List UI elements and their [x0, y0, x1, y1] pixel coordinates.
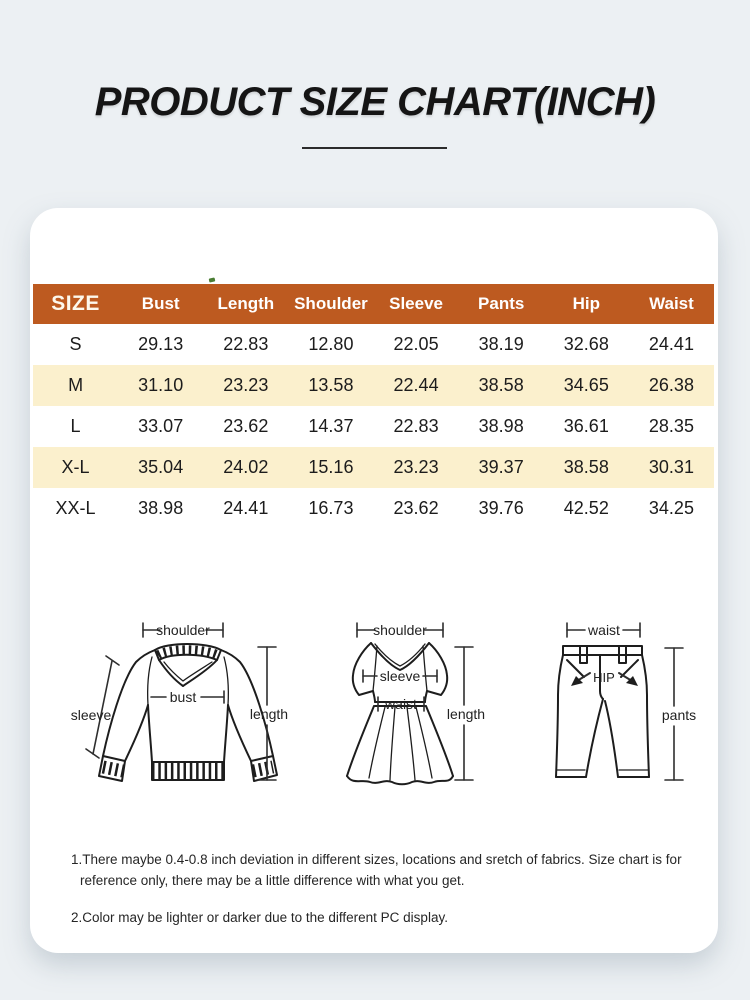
value-cell: 22.83 [393, 416, 439, 436]
pants-hip-label: HIP [593, 670, 615, 685]
value-cell: 31.10 [138, 375, 184, 395]
table-row-xl: X-L 35.04 24.02 15.16 23.23 39.37 38.58 … [33, 447, 714, 488]
table-row-s: S 29.13 22.83 12.80 22.05 38.19 32.68 24… [33, 324, 714, 365]
pants-figure: HIP waist pants [555, 622, 696, 781]
column-header-hip: Hip [572, 294, 600, 313]
size-cell: L [70, 416, 81, 436]
value-cell: 26.38 [648, 375, 694, 395]
pants-waist-label: waist [587, 622, 620, 638]
column-header-pants: Pants [478, 294, 525, 313]
value-cell: 38.58 [478, 375, 524, 395]
value-cell: 23.23 [393, 457, 439, 477]
table-row-m: M 31.10 23.23 13.58 22.44 38.58 34.65 26… [33, 365, 714, 406]
size-table: SIZE Bust Length Shoulder Sleeve Pants H… [33, 284, 714, 529]
sweater-length-label: length [250, 706, 288, 722]
value-cell: 24.41 [648, 334, 694, 354]
sweater-sleeve-label: sleeve [71, 707, 112, 723]
value-cell: 39.76 [478, 498, 524, 518]
note-color: 2.Color may be lighter or darker due to … [71, 909, 448, 925]
pants-length-label: pants [662, 707, 696, 723]
green-speck-artifact [208, 277, 216, 283]
dress-waist-label: waist [384, 696, 417, 712]
value-cell: 42.52 [563, 498, 609, 518]
column-header-bust: Bust [141, 294, 180, 313]
value-cell: 34.65 [563, 375, 609, 395]
column-header-shoulder: Shoulder [294, 294, 368, 313]
value-cell: 23.62 [393, 498, 439, 518]
size-chart-card: SIZE Bust Length Shoulder Sleeve Pants H… [30, 208, 718, 953]
size-cell: X-L [61, 457, 90, 477]
value-cell: 23.23 [223, 375, 269, 395]
value-cell: 36.61 [563, 416, 609, 436]
value-cell: 14.37 [308, 416, 354, 436]
value-cell: 16.73 [308, 498, 354, 518]
sweater-shoulder-label: shoulder [156, 622, 210, 638]
dress-shoulder-label: shoulder [373, 622, 427, 638]
value-cell: 24.41 [223, 498, 269, 518]
column-header-size: SIZE [51, 292, 100, 315]
value-cell: 33.07 [138, 416, 184, 436]
sweater-bust-label: bust [170, 689, 197, 705]
value-cell: 28.35 [648, 416, 694, 436]
size-table-header-row: SIZE Bust Length Shoulder Sleeve Pants H… [33, 284, 714, 324]
value-cell: 38.98 [478, 416, 524, 436]
value-cell: 34.25 [648, 498, 694, 518]
note-deviation: 1.There maybe 0.4-0.8 inch deviation in … [71, 851, 682, 888]
value-cell: 12.80 [308, 334, 354, 354]
sweater-figure: shoulder sleeve bust length [71, 622, 288, 782]
table-row-xxl: XX-L 38.98 24.41 16.73 23.62 39.76 42.52… [33, 488, 714, 529]
value-cell: 35.04 [138, 457, 184, 477]
dress-figure: shoulder sleeve waist length [346, 622, 485, 786]
value-cell: 22.44 [393, 375, 439, 395]
table-row-l: L 33.07 23.62 14.37 22.83 38.98 36.61 28… [33, 406, 714, 447]
value-cell: 30.31 [648, 457, 694, 477]
value-cell: 29.13 [138, 334, 184, 354]
value-cell: 39.37 [478, 457, 524, 477]
value-cell: 32.68 [563, 334, 609, 354]
dress-length-label: length [447, 706, 485, 722]
page-title: PRODUCT SIZE CHART(INCH) [94, 80, 656, 124]
dress-sleeve-label: sleeve [380, 668, 421, 684]
value-cell: 38.58 [563, 457, 609, 477]
size-table-body: S 29.13 22.83 12.80 22.05 38.19 32.68 24… [33, 324, 714, 529]
size-cell: S [69, 334, 82, 354]
column-header-sleeve: Sleeve [389, 294, 443, 313]
column-header-waist: Waist [649, 294, 694, 313]
size-cell: M [68, 375, 84, 395]
value-cell: 22.83 [223, 334, 269, 354]
value-cell: 38.19 [478, 334, 524, 354]
size-cell: XX-L [55, 498, 96, 518]
value-cell: 38.98 [138, 498, 184, 518]
value-cell: 15.16 [308, 457, 354, 477]
title-underline [302, 147, 447, 149]
value-cell: 23.62 [223, 416, 269, 436]
value-cell: 24.02 [223, 457, 269, 477]
value-cell: 22.05 [393, 334, 439, 354]
value-cell: 13.58 [308, 375, 354, 395]
column-header-length: Length [217, 294, 275, 313]
